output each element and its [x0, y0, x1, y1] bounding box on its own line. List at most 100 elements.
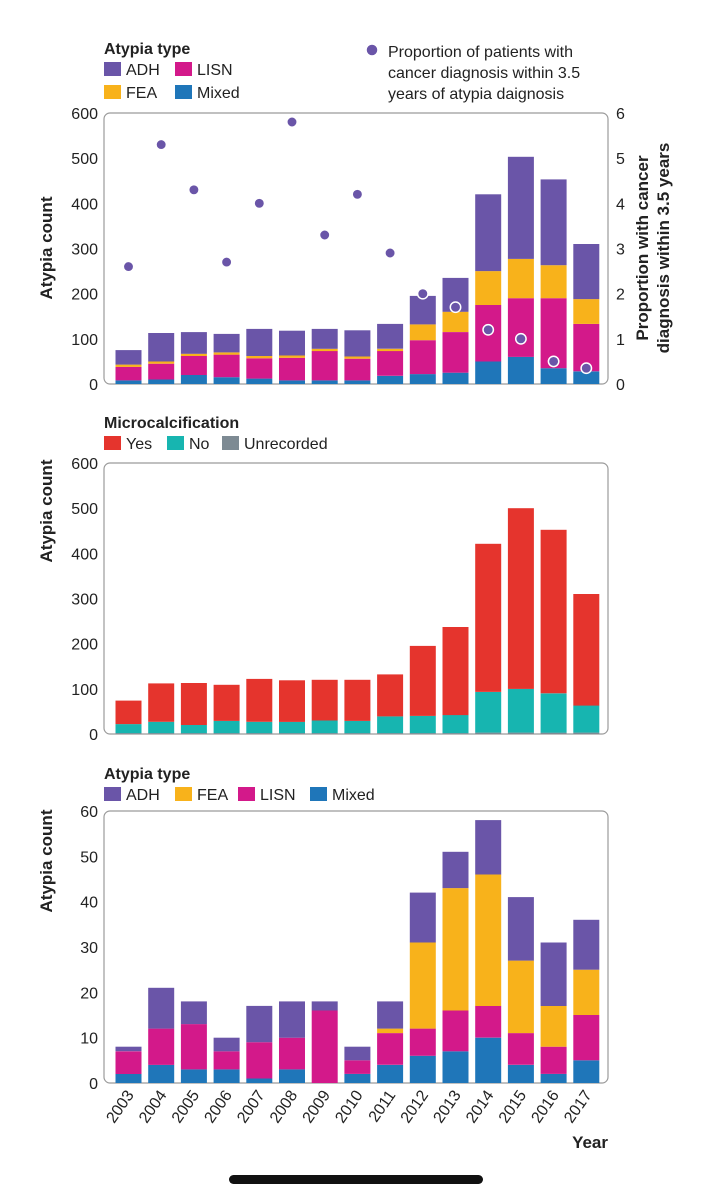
bar-unrecorded-2004	[148, 733, 175, 734]
bar-unrecorded-2011	[377, 733, 404, 734]
bar-fea-2015	[507, 258, 534, 299]
legend-yes-label: Yes	[126, 436, 152, 453]
legend-lisn-label: LISN	[197, 62, 233, 79]
legend-no-swatch	[167, 436, 184, 450]
bar-mixed-2006	[213, 1069, 240, 1083]
proportion-dot-2014	[482, 323, 495, 336]
x-tick-label: 2005	[169, 1087, 203, 1126]
x-tick-label: 2004	[136, 1087, 170, 1126]
legend-adh-swatch	[104, 787, 121, 801]
bar-adh-2004	[148, 333, 175, 362]
panel-2-legend-title: Microcalcification	[104, 415, 239, 432]
bar-adh-2012	[409, 295, 436, 325]
legend-proportion-line-2: cancer diagnosis within 3.5	[388, 65, 580, 82]
bar-adh-2017	[573, 244, 600, 300]
bar-fea-2013	[442, 888, 469, 1011]
bar-fea-2010	[344, 356, 371, 359]
bar-fea-2005	[180, 353, 207, 356]
bar-adh-2015	[507, 156, 534, 259]
bar-mixed-2012	[409, 1055, 436, 1083]
panel-1-legend-title: Atypia type	[104, 41, 190, 58]
bar-adh-2010	[344, 1046, 371, 1061]
panel-2-y-axis-title: Atypia count	[37, 459, 56, 562]
y-tick-label: 400	[71, 196, 98, 213]
legend-fea-label: FEA	[197, 787, 228, 804]
bar-no-2011	[377, 716, 404, 734]
bar-mixed-2015	[507, 356, 534, 384]
bar-adh-2006	[213, 333, 240, 353]
y-tick-label: 30	[80, 940, 98, 957]
panel-1-y2-axis-title-line-2: diagnosis within 3.5 years	[654, 143, 673, 354]
bar-mixed-2008	[279, 1069, 305, 1083]
bar-mixed-2003	[115, 1073, 142, 1083]
bar-fea-2011	[377, 348, 404, 352]
bar-mixed-2016	[540, 1073, 567, 1083]
bar-fea-2006	[213, 352, 240, 355]
x-tick-label: 2017	[561, 1087, 595, 1126]
bar-lisn-2010	[344, 1060, 371, 1074]
bar-lisn-2007	[246, 358, 273, 379]
legend-unrecorded-label: Unrecorded	[244, 436, 328, 453]
bar-mixed-2013	[442, 1051, 469, 1083]
bar-mixed-2017	[573, 1060, 600, 1083]
bar-adh-2011	[377, 323, 404, 349]
bar-unrecorded-2005	[180, 733, 207, 734]
proportion-dot-2013	[449, 301, 462, 314]
bar-yes-2010	[344, 679, 371, 721]
y-tick-label: 50	[80, 849, 98, 866]
bar-mixed-2005	[180, 375, 207, 384]
bar-fea-2004	[148, 361, 175, 364]
bar-unrecorded-2016	[540, 732, 567, 734]
bar-yes-2004	[148, 683, 175, 722]
bar-mixed-2016	[540, 368, 567, 384]
y2-tick-label: 5	[616, 151, 625, 168]
bar-yes-2005	[180, 683, 207, 725]
bar-mixed-2004	[148, 1064, 175, 1083]
proportion-dot-2004	[155, 138, 168, 151]
legend-unrecorded-swatch	[222, 436, 239, 450]
y-tick-label: 300	[71, 592, 98, 609]
legend-mixed-swatch	[175, 85, 192, 99]
bar-fea-2008	[279, 355, 305, 358]
bar-fea-2011	[377, 1028, 404, 1034]
bar-adh-2008	[279, 330, 305, 356]
bar-unrecorded-2017	[573, 732, 600, 734]
bar-adh-2008	[279, 1001, 305, 1038]
panel-3: Atypia type ADH FEA LISN Mixed Atypia co…	[37, 766, 609, 1152]
bar-mixed-2009	[311, 380, 338, 384]
proportion-dot-2007	[253, 197, 266, 210]
bar-lisn-2003	[115, 1051, 142, 1074]
bar-fea-2012	[409, 942, 436, 1029]
bar-lisn-2011	[377, 1033, 404, 1065]
bar-no-2010	[344, 720, 371, 734]
bar-adh-2014	[475, 194, 502, 272]
y-tick-label: 100	[71, 332, 98, 349]
y-tick-label: 600	[71, 456, 98, 473]
bar-adh-2003	[115, 350, 142, 365]
legend-yes-swatch	[104, 436, 121, 450]
bar-adh-2017	[573, 919, 600, 970]
bar-lisn-2015	[507, 298, 534, 357]
bar-lisn-2009	[311, 1010, 338, 1083]
y-tick-label: 200	[71, 287, 98, 304]
bar-adh-2009	[311, 328, 338, 349]
bar-lisn-2004	[148, 363, 175, 380]
legend-mixed-label: Mixed	[197, 85, 240, 102]
legend-mixed-label: Mixed	[332, 787, 375, 804]
bar-mixed-2007	[246, 1078, 273, 1083]
bar-unrecorded-2014	[475, 732, 502, 734]
bar-lisn-2008	[279, 1037, 305, 1070]
bar-lisn-2014	[475, 1005, 502, 1038]
bar-fea-2003	[115, 364, 142, 367]
bar-fea-2012	[409, 324, 436, 341]
bar-lisn-2011	[377, 351, 404, 376]
legend-adh-label: ADH	[126, 62, 160, 79]
x-tick-label: 2008	[267, 1087, 301, 1126]
legend-lisn-label: LISN	[260, 787, 296, 804]
bar-no-2009	[311, 720, 338, 734]
legend-proportion-line-1: Proportion of patients with	[388, 44, 573, 61]
bar-no-2005	[180, 725, 207, 734]
legend-fea-label: FEA	[126, 85, 157, 102]
bar-lisn-2006	[213, 354, 240, 378]
